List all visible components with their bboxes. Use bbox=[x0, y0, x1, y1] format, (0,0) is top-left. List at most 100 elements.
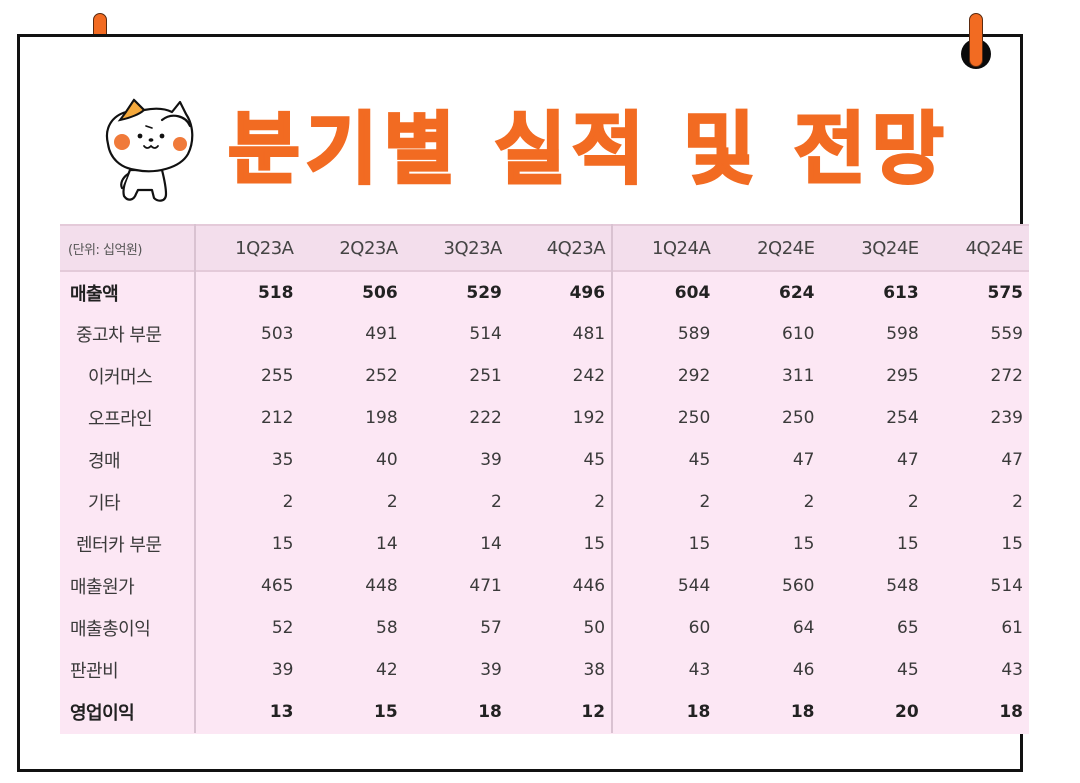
quarterly-earnings-table: (단위: 십억원) 1Q23A 2Q23A 3Q23A 4Q23A 1Q24A … bbox=[60, 224, 1029, 733]
table-header-row: (단위: 십억원) 1Q23A 2Q23A 3Q23A 4Q23A 1Q24A … bbox=[60, 225, 1029, 271]
row-label: 렌터카 부문 bbox=[76, 535, 162, 556]
table-cell: 560 bbox=[782, 576, 815, 596]
table-cell: 57 bbox=[480, 618, 502, 638]
table-cell: 559 bbox=[990, 324, 1023, 344]
table-cell: 35 bbox=[194, 439, 300, 481]
table-cell: 250 bbox=[782, 408, 815, 428]
table-cell: 514 bbox=[469, 324, 502, 344]
table-cell: 58 bbox=[376, 618, 398, 638]
pin-clip-icon bbox=[969, 13, 983, 67]
table-cell: 251 bbox=[469, 366, 502, 386]
table-cell: 295 bbox=[886, 366, 919, 386]
table-cell: 47 bbox=[897, 450, 919, 470]
table-cell: 272 bbox=[990, 366, 1023, 386]
binder-pin-right bbox=[961, 3, 991, 69]
table-cell: 311 bbox=[782, 366, 815, 386]
row-label: 판관비 bbox=[70, 661, 119, 682]
table-cell: 491 bbox=[365, 324, 398, 344]
table-cell: 242 bbox=[572, 366, 606, 386]
table-cell: 2 bbox=[194, 481, 300, 523]
table-cell: 42 bbox=[376, 660, 398, 680]
table-cell: 250 bbox=[611, 397, 717, 439]
table-cell: 38 bbox=[583, 660, 606, 680]
table-cell: 575 bbox=[987, 282, 1024, 303]
table-cell: 12 bbox=[581, 702, 606, 722]
table-row: 오프라인 212 198 222 192 250 250 254 239 bbox=[60, 397, 1029, 439]
table-cell: 613 bbox=[883, 282, 919, 303]
table-cell: 64 bbox=[792, 618, 815, 638]
table-cell: 239 bbox=[990, 408, 1023, 428]
table-cell: 514 bbox=[990, 576, 1023, 596]
table-cell: 15 bbox=[611, 523, 717, 565]
table-cell: 212 bbox=[194, 397, 300, 439]
table-cell: 15 bbox=[1001, 534, 1023, 554]
table-row: 영업이익 13 15 18 12 18 18 20 18 bbox=[60, 691, 1029, 733]
table-cell: 13 bbox=[194, 691, 300, 733]
table-cell: 45 bbox=[611, 439, 717, 481]
table-cell: 60 bbox=[611, 607, 717, 649]
column-header: 4Q24E bbox=[965, 237, 1024, 259]
table-cell: 518 bbox=[194, 271, 300, 313]
table-cell: 548 bbox=[886, 576, 919, 596]
table-cell: 604 bbox=[611, 271, 717, 313]
table-cell: 39 bbox=[194, 649, 300, 691]
column-header: 3Q23A bbox=[443, 237, 503, 259]
column-header: 1Q24A bbox=[611, 225, 717, 271]
table-cell: 18 bbox=[790, 702, 815, 722]
table-cell: 529 bbox=[466, 282, 502, 303]
table-cell: 45 bbox=[897, 660, 919, 680]
table-cell: 20 bbox=[895, 702, 919, 722]
table-row: 중고차 부문 503 491 514 481 589 610 598 559 bbox=[60, 313, 1029, 355]
table-cell: 544 bbox=[611, 565, 717, 607]
table-cell: 198 bbox=[365, 408, 398, 428]
table-cell: 465 bbox=[194, 565, 300, 607]
row-label: 기타 bbox=[88, 493, 121, 514]
table-cell: 2 bbox=[611, 481, 717, 523]
cat-mascot-icon bbox=[105, 98, 194, 202]
table-row: 판관비 39 42 39 38 43 46 45 43 bbox=[60, 649, 1029, 691]
row-label: 경매 bbox=[88, 451, 121, 472]
table-cell: 252 bbox=[365, 366, 398, 386]
page-title: 분기별 실적 및 전망 bbox=[227, 104, 950, 197]
row-label: 오프라인 bbox=[88, 409, 153, 430]
table-cell: 39 bbox=[480, 660, 502, 680]
table-cell: 18 bbox=[999, 702, 1023, 722]
row-label: 중고차 부문 bbox=[76, 325, 162, 346]
table-row: 매출총이익 52 58 57 50 60 64 65 61 bbox=[60, 607, 1029, 649]
unit-label: (단위: 십억원) bbox=[68, 242, 142, 258]
earnings-table-container: (단위: 십억원) 1Q23A 2Q23A 3Q23A 4Q23A 1Q24A … bbox=[60, 224, 1029, 734]
table-cell: 506 bbox=[362, 282, 398, 303]
table-cell: 254 bbox=[886, 408, 919, 428]
table-cell: 47 bbox=[792, 450, 815, 470]
column-header: 4Q23A bbox=[546, 237, 606, 259]
table-row: 기타 2 2 2 2 2 2 2 2 bbox=[60, 481, 1029, 523]
table-row: 렌터카 부문 15 14 14 15 15 15 15 15 bbox=[60, 523, 1029, 565]
table-cell: 14 bbox=[376, 534, 398, 554]
table-row: 매출액 518 506 529 496 604 624 613 575 bbox=[60, 271, 1029, 313]
table-cell: 65 bbox=[897, 618, 919, 638]
column-header: 2Q24E bbox=[757, 237, 815, 259]
table-cell: 43 bbox=[611, 649, 717, 691]
table-cell: 2 bbox=[803, 492, 815, 512]
table-cell: 18 bbox=[611, 691, 717, 733]
table-cell: 15 bbox=[583, 534, 606, 554]
table-cell: 40 bbox=[376, 450, 398, 470]
table-cell: 2 bbox=[907, 492, 919, 512]
table-cell: 503 bbox=[194, 313, 300, 355]
row-label: 매출원가 bbox=[70, 577, 135, 598]
table-cell: 481 bbox=[572, 324, 606, 344]
table-cell: 292 bbox=[611, 355, 717, 397]
table-cell: 50 bbox=[583, 618, 606, 638]
column-header: 3Q24E bbox=[861, 237, 919, 259]
table-cell: 18 bbox=[478, 702, 502, 722]
row-label: 영업이익 bbox=[70, 703, 135, 724]
table-cell: 2 bbox=[1012, 492, 1023, 512]
row-label: 이커머스 bbox=[88, 367, 153, 388]
table-cell: 448 bbox=[365, 576, 398, 596]
table-cell: 222 bbox=[469, 408, 502, 428]
table-cell: 61 bbox=[1001, 618, 1023, 638]
table-cell: 610 bbox=[782, 324, 815, 344]
table-cell: 47 bbox=[1001, 450, 1023, 470]
table-row: 경매 35 40 39 45 45 47 47 47 bbox=[60, 439, 1029, 481]
table-row: 매출원가 465 448 471 446 544 560 548 514 bbox=[60, 565, 1029, 607]
